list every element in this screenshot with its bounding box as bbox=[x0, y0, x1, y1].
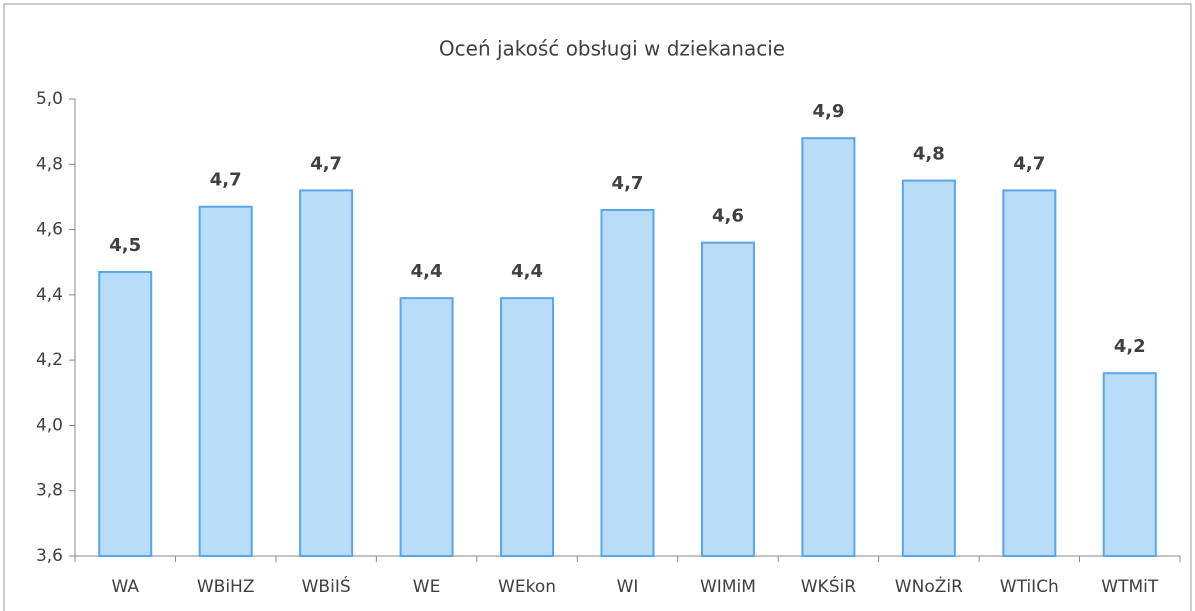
y-tick-label: 4,2 bbox=[36, 350, 63, 370]
bar bbox=[500, 297, 555, 557]
x-tick-label: WE bbox=[413, 577, 441, 597]
x-tick-label: WBiIŚ bbox=[302, 575, 351, 597]
chart-border bbox=[3, 3, 1192, 611]
y-tick-label: 4,0 bbox=[36, 415, 63, 435]
x-tick-label: WTMiT bbox=[1101, 577, 1159, 597]
x-tick-label: WNoŻiR bbox=[895, 576, 963, 597]
y-tick-label: 4,8 bbox=[36, 154, 63, 174]
bar bbox=[299, 189, 354, 557]
x-tick-label: WA bbox=[111, 577, 139, 597]
value-label: 4,7 bbox=[210, 170, 242, 191]
x-tick-label: WEkon bbox=[498, 577, 556, 597]
value-label: 4,7 bbox=[612, 173, 644, 194]
value-label: 4,2 bbox=[1114, 336, 1146, 357]
bar bbox=[901, 179, 956, 557]
bar bbox=[198, 205, 253, 557]
y-tick-label: 3,6 bbox=[36, 546, 63, 566]
x-tick-label: WBiHZ bbox=[197, 577, 255, 597]
y-tick-label: 5,0 bbox=[36, 89, 63, 109]
value-label: 4,8 bbox=[913, 144, 945, 165]
bar bbox=[700, 241, 755, 557]
bar bbox=[801, 137, 856, 558]
bar bbox=[600, 208, 655, 557]
bar bbox=[1002, 189, 1057, 557]
x-tick-label: WTiICh bbox=[1000, 577, 1059, 597]
bar bbox=[98, 271, 153, 557]
y-tick-label: 4,4 bbox=[36, 285, 63, 305]
value-label: 4,4 bbox=[511, 261, 543, 282]
value-label: 4,6 bbox=[712, 206, 744, 227]
value-label: 4,7 bbox=[1013, 153, 1045, 174]
value-label: 4,5 bbox=[109, 235, 141, 256]
y-tick-label: 3,8 bbox=[36, 481, 63, 501]
bar bbox=[1102, 372, 1157, 558]
y-tick-label: 4,6 bbox=[36, 220, 63, 240]
value-label: 4,9 bbox=[812, 101, 844, 122]
bar bbox=[399, 297, 454, 557]
value-label: 4,7 bbox=[310, 153, 342, 174]
x-tick-label: WKŚiR bbox=[801, 575, 856, 597]
chart-title: Oceń jakość obsługi w dziekanacie bbox=[439, 37, 785, 61]
x-tick-label: WIMiM bbox=[700, 577, 756, 597]
x-tick-label: WI bbox=[617, 577, 639, 597]
value-label: 4,4 bbox=[411, 261, 443, 282]
